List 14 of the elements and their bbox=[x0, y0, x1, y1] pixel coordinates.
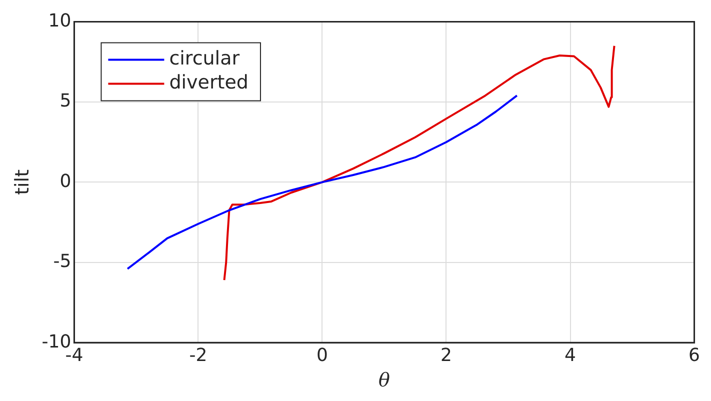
y-tick-label: 10 bbox=[48, 10, 72, 32]
x-axis-title: θ bbox=[378, 370, 391, 392]
y-tick-label: -5 bbox=[53, 251, 72, 272]
x-tick-label: 2 bbox=[440, 345, 452, 366]
legend-label: diverted bbox=[169, 72, 248, 94]
x-tick-label: 4 bbox=[564, 345, 576, 366]
y-axis-title: tilt bbox=[11, 169, 34, 195]
x-tick-label: 0 bbox=[316, 345, 328, 366]
x-tick-label: 6 bbox=[688, 345, 700, 366]
y-tick-label: 0 bbox=[60, 170, 72, 192]
legend-label: circular bbox=[169, 48, 240, 70]
y-tick-label: 5 bbox=[60, 90, 72, 112]
x-tick-label: -2 bbox=[189, 345, 208, 366]
y-tick-label: -10 bbox=[42, 331, 72, 352]
